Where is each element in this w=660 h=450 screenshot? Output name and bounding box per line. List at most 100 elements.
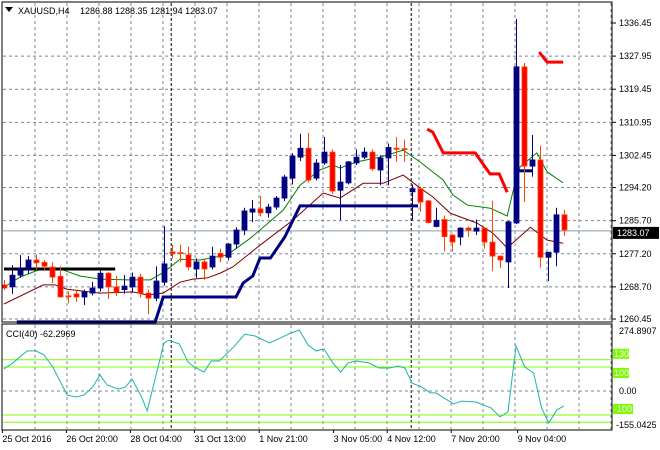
bull-candle — [433, 207, 440, 228]
bear-candle — [369, 149, 376, 171]
bear-candle — [465, 226, 472, 238]
bear-candle — [497, 255, 504, 269]
candle-body — [313, 162, 320, 179]
candle-body — [89, 287, 96, 294]
bull-candle — [545, 251, 552, 282]
bear-candle — [177, 244, 184, 263]
candle-body — [561, 214, 568, 231]
main-pane — [1, 18, 611, 324]
cci-label: CCI(40) -62.2969 — [6, 329, 76, 339]
bull-candle — [321, 136, 328, 165]
candle-body — [497, 255, 504, 261]
candle-body — [137, 276, 144, 294]
candle-body — [241, 210, 248, 231]
bear-candle — [169, 244, 176, 259]
candle-body — [201, 261, 208, 270]
bull-candle — [265, 203, 272, 218]
bull-candle — [409, 184, 416, 221]
bear-candle — [1, 279, 8, 290]
bull-candle — [289, 153, 296, 185]
current-price-label: 1283.07 — [617, 228, 650, 238]
bull-candle — [233, 227, 240, 249]
bull-candle — [273, 196, 280, 210]
current-price-box — [613, 226, 659, 239]
candle-body — [97, 272, 104, 289]
candle-body — [321, 151, 328, 164]
bear-candle — [137, 274, 144, 298]
bear-candle — [425, 200, 432, 224]
dropdown-triangle-icon[interactable] — [5, 7, 13, 12]
candle-body — [409, 188, 416, 193]
candle-body — [105, 272, 112, 288]
candle-body — [225, 243, 232, 258]
price-tick-label: 1327.95 — [619, 51, 652, 61]
candle-body — [401, 148, 408, 151]
bear-candle — [417, 186, 424, 212]
bear-candle — [113, 275, 120, 296]
candle-body — [545, 251, 552, 258]
cci-level-box — [613, 348, 629, 359]
bear-candle — [441, 215, 448, 252]
candle-body — [65, 295, 72, 298]
candle-body — [505, 221, 512, 263]
candle-body — [57, 275, 64, 298]
candle-body — [529, 159, 536, 167]
bear-candle — [481, 227, 488, 249]
candle-body — [377, 157, 384, 171]
candle-body — [473, 227, 480, 232]
candle-body — [177, 252, 184, 254]
bull-candle — [121, 275, 128, 294]
candle-body — [249, 208, 256, 213]
bear-candle — [201, 258, 208, 280]
cci-line — [3, 329, 565, 424]
price-tick-label: 1310.95 — [619, 117, 652, 127]
price-tick-label: 1319.45 — [619, 84, 652, 94]
bull-candle — [9, 265, 16, 294]
candle-body — [425, 200, 432, 224]
candle-body — [25, 259, 32, 271]
bear-candle — [145, 289, 152, 315]
bear-candle — [329, 149, 336, 195]
axes: 1336.45 1327.95 1319.45 1310.95 1302.45 1294.… — [1, 18, 659, 444]
bear-candle — [41, 259, 48, 271]
price-tick-label: 1294.20 — [619, 183, 652, 193]
candle-body — [369, 151, 376, 170]
main-pane-frame — [1, 1, 613, 323]
bear-candle — [73, 289, 80, 303]
bear-candle — [489, 200, 496, 272]
candle-body — [457, 227, 464, 238]
bull-candle — [361, 147, 368, 160]
candle-body — [265, 206, 272, 214]
bull-candle — [513, 18, 520, 225]
bull-candle — [249, 200, 256, 223]
candle-body — [233, 229, 240, 245]
bear-candle — [401, 139, 408, 162]
candle-body — [433, 219, 440, 227]
candle-body — [345, 161, 352, 184]
moving-average-fast — [3, 149, 564, 288]
candle-body — [33, 259, 40, 264]
time-label: 26 Oct 20:00 — [66, 434, 118, 444]
bull-candle — [337, 164, 344, 221]
cci-zero-label: 0.00 — [619, 386, 637, 396]
bull-candle — [377, 155, 384, 186]
time-label: 9 Nov 04:00 — [518, 434, 567, 444]
cci-min-label: -155.0425 — [616, 420, 657, 430]
bull-candle — [313, 159, 320, 181]
candle-body — [161, 263, 168, 283]
candle-body — [121, 285, 128, 290]
price-tick-label: 1302.45 — [619, 150, 652, 160]
time-label: 28 Oct 04:00 — [130, 434, 182, 444]
candle-body — [273, 197, 280, 208]
bear-candle — [393, 136, 400, 162]
time-label: 3 Nov 05:00 — [334, 434, 383, 444]
bull-candle — [281, 174, 288, 202]
cci-pane-frame — [1, 323, 613, 431]
candle-body — [481, 227, 488, 243]
symbol-label: XAUUSD,H4 — [18, 6, 70, 16]
candle-body — [553, 214, 560, 253]
bull-candle — [353, 149, 360, 165]
bull-candle — [241, 207, 248, 236]
candle-body — [281, 176, 288, 199]
